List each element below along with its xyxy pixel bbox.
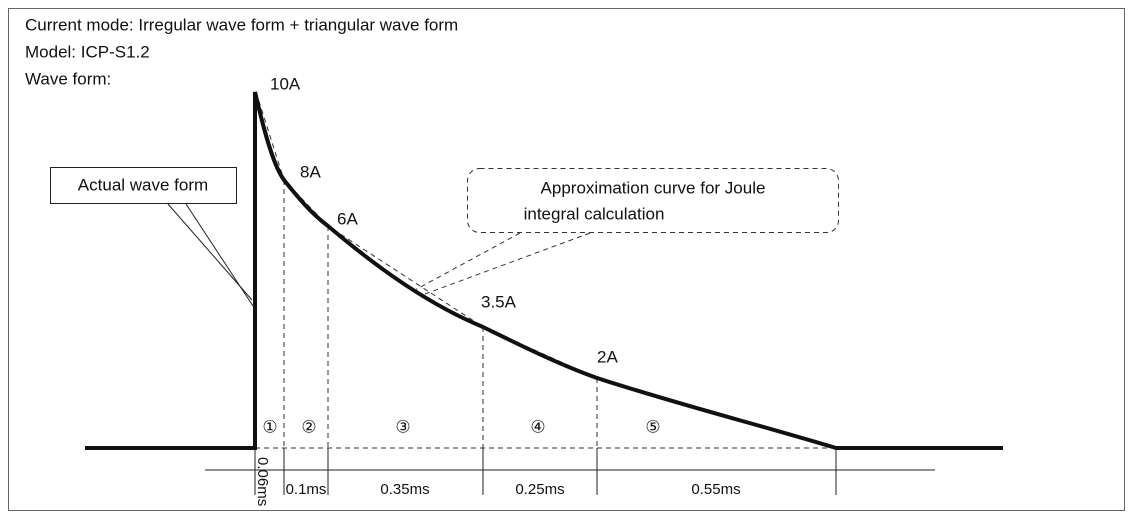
callout-text: Approximation curve for Joule [541, 178, 766, 197]
segment-number: ③ [395, 417, 410, 436]
segment-number: ⑤ [645, 417, 660, 436]
callout-box [467, 168, 839, 233]
header-line: Current mode: Irregular wave form + tria… [25, 15, 458, 34]
leader [185, 203, 254, 307]
frame [8, 8, 1125, 511]
waveform [85, 91, 1003, 450]
segment-duration: 0.35ms [380, 481, 429, 498]
segment-duration: 0.25ms [515, 481, 564, 498]
callout-text: Actual wave form [78, 175, 208, 194]
current-label: 8A [300, 162, 321, 181]
approximation-line [255, 91, 837, 449]
segment-number: ④ [530, 417, 545, 436]
callout-text: integral calculation [524, 204, 665, 223]
current-label: 6A [337, 209, 358, 228]
header-line: Model: ICP-S1.2 [25, 42, 150, 61]
segment-number: ① [262, 417, 277, 436]
dashed-verticals [283, 180, 598, 448]
current-label: 3.5A [481, 292, 517, 311]
header-line: Wave form: [25, 69, 111, 88]
ticks [254, 448, 837, 495]
callout-box [50, 167, 237, 204]
current-label: 10A [270, 74, 301, 93]
segment-duration: 0.1ms [286, 481, 327, 498]
leader [414, 232, 521, 291]
segment-number: ② [301, 417, 316, 436]
segment-duration: 0.06ms [254, 457, 271, 506]
leader [424, 232, 591, 295]
current-label: 2A [597, 347, 618, 366]
segment-duration: 0.55ms [691, 481, 740, 498]
